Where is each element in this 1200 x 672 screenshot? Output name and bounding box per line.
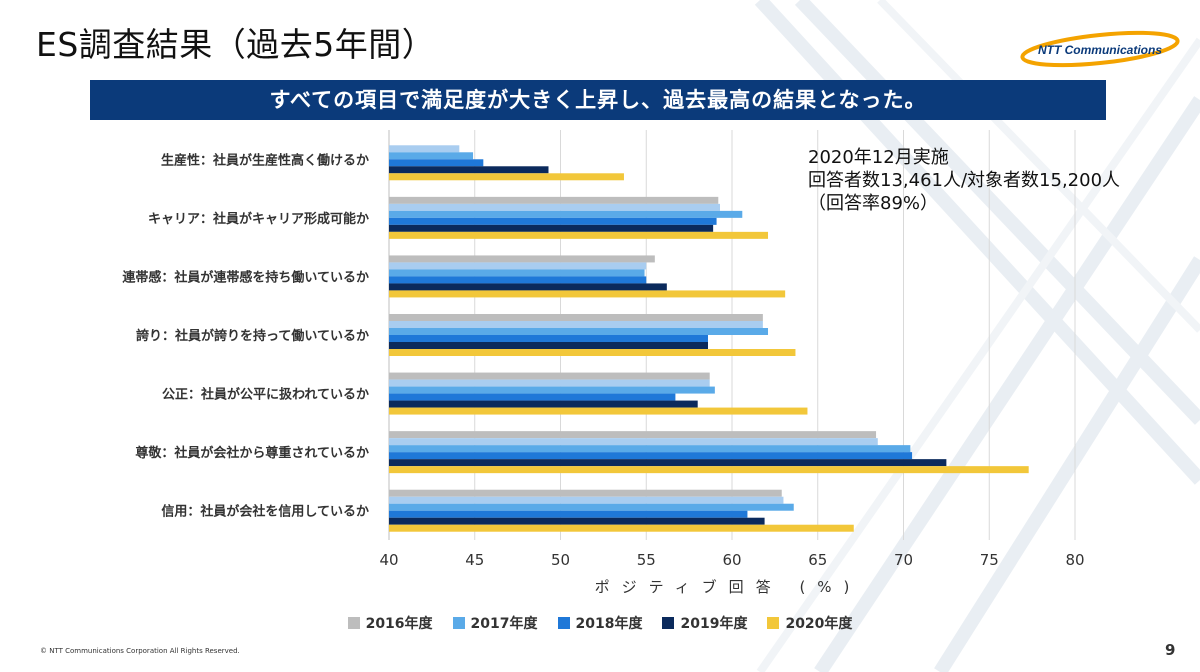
- legend-item-2016年度: 2016年度: [347, 613, 433, 633]
- bar-2017年度-7: [389, 496, 784, 504]
- bar-series-6-2: [389, 231, 769, 239]
- category-label: 公正：社員が公平に扱われているか: [162, 387, 369, 403]
- logo-swoosh: [1020, 30, 1180, 68]
- category-label: 尊敬：社員が会社から尊重されているか: [135, 445, 369, 461]
- bar-2018年度-1: [389, 152, 474, 160]
- legend-label: 2020年度: [785, 616, 853, 632]
- bar-2020年度-2: [389, 224, 714, 232]
- legend-item-2017年度: 2017年度: [452, 613, 538, 633]
- bar-2016年度-7: [389, 489, 782, 497]
- bar-2020年度-7: [389, 517, 765, 525]
- x-tick-40: 40: [379, 551, 398, 569]
- bar-2019年度-2: [389, 217, 717, 225]
- bar-2017年度-2: [389, 203, 720, 211]
- category-labels: 生産性：社員が生産性高く働けるかキャリア：社員がキャリア形成可能か連帯感：社員が…: [122, 152, 369, 519]
- bar-2016年度-2: [389, 196, 719, 204]
- bar-2019年度-6: [389, 452, 913, 460]
- category-label: キャリア：社員がキャリア形成可能か: [148, 211, 369, 227]
- x-axis-label: ポジティブ回答 (%): [595, 578, 862, 596]
- copyright-footer: © NTT Communications Corporation All Rig…: [40, 647, 240, 655]
- bar-2017年度-1: [389, 145, 460, 153]
- x-tick-80: 80: [1065, 551, 1084, 569]
- bar-series-6-6: [389, 466, 1029, 474]
- bar-2018年度-6: [389, 445, 911, 453]
- survey-date: 2020年12月実施: [808, 147, 949, 168]
- survey-note: 2020年12月実施 回答者数13,461人/対象者数15,200人 （回答率8…: [808, 146, 1120, 215]
- legend-swatch: [767, 617, 780, 629]
- logo-text: NTT Communications: [1038, 43, 1162, 57]
- category-label: 生産性：社員が生産性高く働けるか: [161, 152, 369, 168]
- bar-2018年度-4: [389, 328, 769, 335]
- bar-series-6-3: [389, 290, 786, 298]
- survey-response-rate: （回答率89%）: [808, 193, 939, 214]
- bar-2019年度-1: [389, 159, 484, 167]
- category-label: 誇り：社員が誇りを持って働いているか: [136, 328, 369, 344]
- chart-bars: [389, 145, 1029, 532]
- bar-2020年度-4: [389, 342, 708, 349]
- x-tick-75: 75: [980, 551, 999, 569]
- legend-label: 2016年度: [365, 616, 433, 632]
- bar-2016年度-5: [389, 372, 710, 380]
- bar-2018年度-5: [389, 386, 715, 394]
- page-title: ES調査結果（過去5年間）: [36, 25, 436, 64]
- legend-label: 2019年度: [680, 616, 748, 632]
- headline-banner: すべての項目で満足度が大きく上昇し、過去最高の結果となった。: [90, 80, 1106, 120]
- legend-item-2019年度: 2019年度: [662, 613, 747, 633]
- x-tick-60: 60: [722, 551, 741, 569]
- legend-swatch: [662, 617, 675, 629]
- bar-2020年度-1: [389, 166, 549, 174]
- legend-item-2018年度: 2018年度: [557, 613, 643, 633]
- bar-2016年度-4: [389, 314, 763, 321]
- x-tick-labels: 40 45 50 55 60 65 70 75 80: [379, 551, 1084, 569]
- legend-label: 2017年度: [470, 616, 538, 632]
- bar-2018年度-3: [389, 269, 645, 277]
- x-tick-50: 50: [551, 551, 570, 569]
- bar-2017年度-3: [389, 262, 647, 270]
- chart-legend: 2016年度 2017年度 2018年度 2019年度 2020年度: [0, 613, 1200, 633]
- legend-swatch: [557, 617, 570, 629]
- survey-respondents: 回答者数13,461人/対象者数15,200人: [808, 170, 1121, 191]
- bar-2019年度-3: [389, 276, 647, 284]
- bar-series-6-5: [389, 407, 808, 415]
- category-label: 信用：社員が会社を信用しているか: [161, 504, 369, 520]
- bar-2020年度-5: [389, 400, 698, 408]
- bar-2016年度-6: [389, 431, 877, 439]
- bar-2019年度-4: [389, 335, 708, 342]
- legend-item-2020年度: 2020年度: [767, 613, 852, 633]
- bar-2019年度-5: [389, 393, 676, 401]
- x-tick-65: 65: [808, 551, 827, 569]
- bar-2017年度-6: [389, 438, 878, 446]
- bar-series-6-1: [389, 173, 624, 181]
- ntt-communications-logo: NTT Communications: [1020, 30, 1180, 68]
- bar-2016年度-3: [389, 255, 655, 263]
- legend-swatch: [347, 617, 360, 629]
- bar-series-6-7: [389, 524, 854, 532]
- bar-2017年度-4: [389, 321, 763, 328]
- bar-2018年度-2: [389, 210, 743, 218]
- bar-2020年度-3: [389, 283, 667, 291]
- legend-swatch: [452, 617, 465, 629]
- x-tick-55: 55: [637, 551, 656, 569]
- bar-series-6-4: [389, 349, 796, 356]
- page-number: 9: [1165, 641, 1176, 659]
- category-label: 連帯感：社員が連帯感を持ち働いているか: [122, 269, 369, 285]
- bar-2019年度-7: [389, 510, 748, 518]
- x-tick-45: 45: [465, 551, 484, 569]
- bar-2017年度-5: [389, 379, 710, 387]
- bar-2018年度-7: [389, 503, 794, 511]
- x-tick-70: 70: [894, 551, 913, 569]
- bar-2020年度-6: [389, 459, 947, 467]
- legend-label: 2018年度: [575, 616, 643, 632]
